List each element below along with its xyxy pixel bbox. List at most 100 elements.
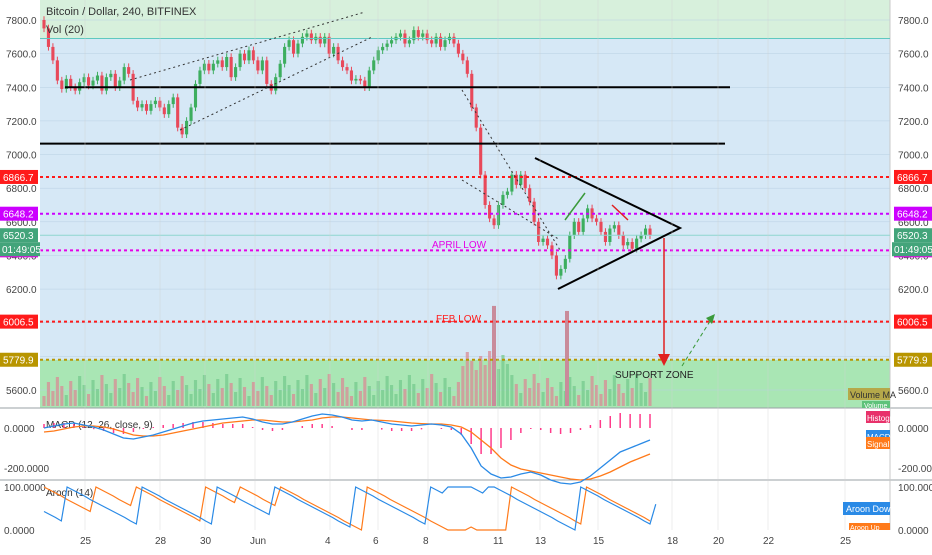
countdown-tag-right xyxy=(892,242,932,257)
candle-body xyxy=(648,228,652,236)
volume-bar xyxy=(265,386,269,406)
annotation-april-low: APRIL LOW xyxy=(432,240,487,251)
candle-body xyxy=(470,73,474,108)
trend-channel-line xyxy=(461,179,561,241)
candle-body xyxy=(635,238,639,249)
candle-body xyxy=(523,174,527,189)
candle-body xyxy=(572,221,576,236)
volume-bar xyxy=(167,395,171,406)
signal-line xyxy=(43,416,651,481)
price-level-tag-right xyxy=(894,352,932,367)
volume-bar xyxy=(185,385,189,406)
volume-bar xyxy=(554,396,558,406)
volume-bar xyxy=(176,390,180,406)
volume-bar xyxy=(113,379,117,406)
volume-bar xyxy=(514,384,518,406)
aroon-legend-down xyxy=(843,502,890,515)
volume-bar xyxy=(340,378,345,406)
candle-body xyxy=(238,53,242,68)
candle-body xyxy=(340,60,345,68)
aroon-down-line xyxy=(43,486,657,531)
volume-bar xyxy=(586,390,590,406)
candle-body xyxy=(251,50,255,61)
volume-bar xyxy=(519,393,523,406)
x-tick-label: 25 xyxy=(840,536,852,547)
volume-bar xyxy=(207,384,211,406)
candle-body xyxy=(492,218,496,226)
price-level-tag-text: 5779.9 xyxy=(3,356,34,367)
volume-bar xyxy=(594,385,599,406)
candle-body xyxy=(64,78,68,89)
volume-bar xyxy=(180,376,184,406)
x-tick-label: 30 xyxy=(200,536,212,547)
volume-bar xyxy=(550,387,554,406)
macd-y-tick: 0.0000 xyxy=(898,424,929,435)
price-level-tag-text: 6006.5 xyxy=(3,318,34,329)
x-tick-label: 15 xyxy=(593,536,605,547)
volume-bar xyxy=(220,388,224,406)
candle-body xyxy=(193,83,198,108)
aroon-legend-up-text: Aroon Up xyxy=(850,525,880,532)
x-tick-label: 13 xyxy=(535,536,547,547)
y-tick-label: 6800.0 xyxy=(6,184,37,195)
candle-body xyxy=(287,40,291,47)
candle-body xyxy=(639,235,643,239)
rebound-arrowhead xyxy=(706,314,715,324)
price-level-tag-text: 6866.7 xyxy=(897,173,928,184)
volume-spike xyxy=(565,310,569,406)
candle-body xyxy=(122,67,126,81)
candle-body xyxy=(456,43,460,54)
candle-body xyxy=(349,70,354,81)
volume-bar xyxy=(100,375,104,406)
candle-body xyxy=(461,53,465,61)
volume-bar xyxy=(140,387,144,406)
volume-bar xyxy=(635,374,639,406)
volume-bar xyxy=(345,387,349,406)
annotation-feb-low: FEB LOW xyxy=(436,314,482,325)
down-arrow xyxy=(611,204,629,221)
candle-body xyxy=(180,127,184,135)
volume-bar xyxy=(55,377,59,406)
candle-body xyxy=(300,36,305,44)
candle-body xyxy=(149,104,153,111)
candle-body xyxy=(372,60,376,71)
candle-body xyxy=(488,205,492,219)
volume-bar xyxy=(465,352,469,406)
volume-bar xyxy=(643,392,648,406)
y-tick-label: 6600.0 xyxy=(6,218,37,229)
x-tick-label: 6 xyxy=(373,536,379,547)
volume-bar xyxy=(590,376,594,406)
volume-bar xyxy=(559,382,563,406)
candle-body xyxy=(109,73,113,78)
volume-bar xyxy=(523,379,527,406)
volume-bar xyxy=(51,391,55,406)
volume-bar xyxy=(394,394,398,406)
candle-body xyxy=(247,50,251,61)
bg-middle-band xyxy=(40,38,890,360)
candle-body xyxy=(305,33,309,37)
x-tick-label: 11 xyxy=(493,536,504,547)
candle-body xyxy=(398,33,403,37)
candle-body xyxy=(385,43,389,47)
price-level-tag-text: 6866.7 xyxy=(3,173,34,184)
volume-bar xyxy=(91,380,95,406)
y-tick-label: 7800.0 xyxy=(898,16,929,27)
y-tick-label: 6600.0 xyxy=(898,218,929,229)
candle-body xyxy=(118,80,122,88)
price-level-tag-left xyxy=(0,352,38,367)
volume-bar xyxy=(389,385,394,406)
candle-body xyxy=(577,221,581,232)
volume-bar xyxy=(300,389,305,406)
candle-body xyxy=(144,104,149,111)
volume-bar xyxy=(626,379,630,406)
volume-bar xyxy=(349,396,354,406)
candle-body xyxy=(291,40,296,54)
volume-bar xyxy=(118,388,122,406)
volume-bar xyxy=(136,378,140,406)
candle-body xyxy=(198,70,202,84)
aroon-y-tick: 0.0000 xyxy=(898,526,929,537)
volume-bar xyxy=(572,386,576,406)
candle-body xyxy=(327,36,331,54)
